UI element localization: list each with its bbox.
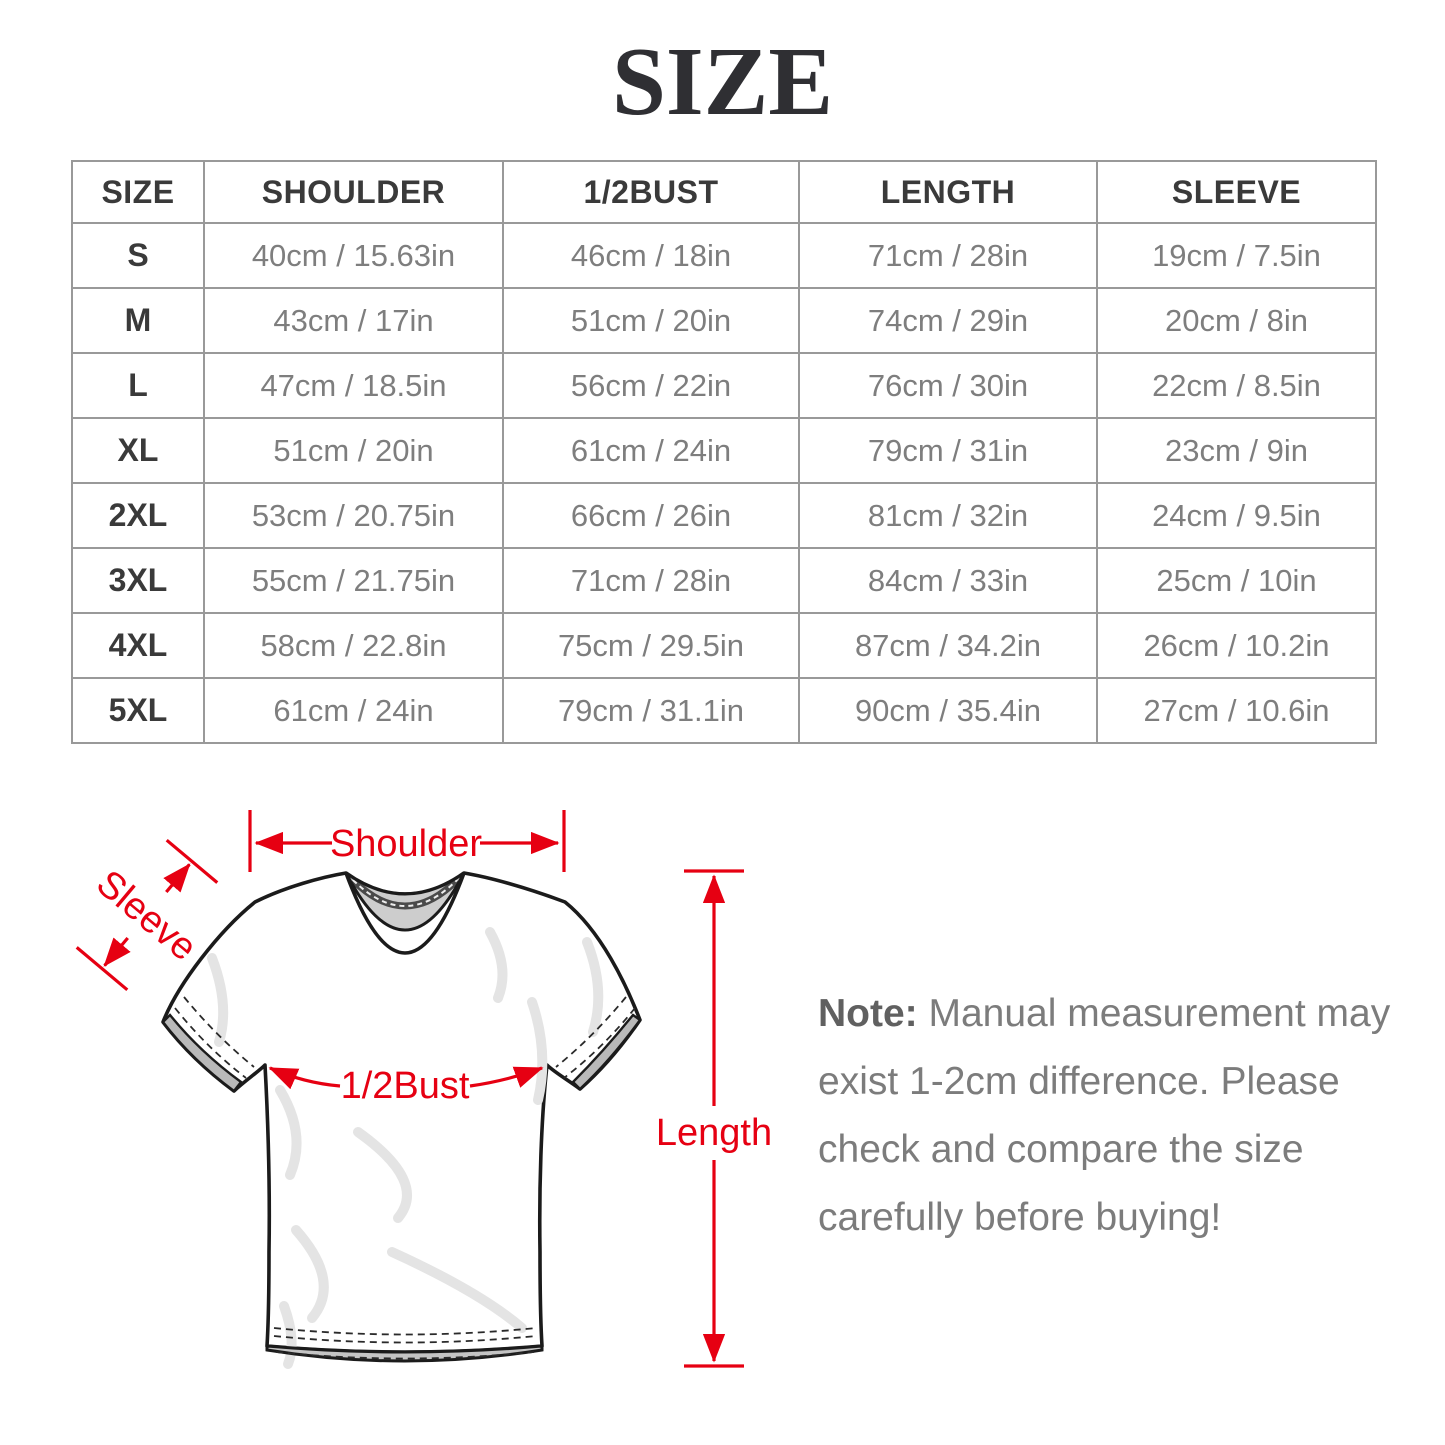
bust-measure: 1/2Bust — [268, 1065, 544, 1107]
bust-cell: 75cm / 29.5in — [502, 612, 800, 679]
shoulder-cell: 47cm / 18.5in — [203, 352, 504, 419]
table-row: 5XL 61cm / 24in 79cm / 31.1in 90cm / 35.… — [71, 677, 1377, 744]
sleeve-label: Sleeve — [88, 862, 204, 969]
size-cell: 3XL — [71, 547, 205, 614]
size-cell: XL — [71, 417, 205, 484]
bust-cell: 71cm / 28in — [502, 547, 800, 614]
length-cell: 81cm / 32in — [798, 482, 1098, 549]
bust-cell: 51cm / 20in — [502, 287, 800, 354]
note-label: Note: — [818, 992, 918, 1035]
shoulder-cell: 61cm / 24in — [203, 677, 504, 744]
shoulder-measure: Shoulder — [248, 810, 566, 872]
note-line: check and compare the size — [818, 1128, 1304, 1171]
shoulder-cell: 43cm / 17in — [203, 287, 504, 354]
note-text: Note: Manual measurement may exist 1-2cm… — [818, 980, 1393, 1252]
size-cell: S — [71, 222, 205, 289]
table-header-row: SIZE SHOULDER 1/2BUST LENGTH SLEEVE — [71, 160, 1377, 224]
header-cell-length: LENGTH — [798, 160, 1098, 224]
table-row: 3XL 55cm / 21.75in 71cm / 28in 84cm / 33… — [71, 547, 1377, 614]
shoulder-cell: 58cm / 22.8in — [203, 612, 504, 679]
shoulder-cell: 55cm / 21.75in — [203, 547, 504, 614]
table-row: XL 51cm / 20in 61cm / 24in 79cm / 31in 2… — [71, 417, 1377, 484]
length-label: Length — [656, 1112, 772, 1154]
bust-cell: 79cm / 31.1in — [502, 677, 800, 744]
header-cell-sleeve: SLEEVE — [1096, 160, 1377, 224]
table-row: 2XL 53cm / 20.75in 66cm / 26in 81cm / 32… — [71, 482, 1377, 549]
length-cell: 76cm / 30in — [798, 352, 1098, 419]
length-cell: 87cm / 34.2in — [798, 612, 1098, 679]
sleeve-cell: 26cm / 10.2in — [1096, 612, 1377, 679]
length-measure: Length — [656, 869, 772, 1368]
header-cell-bust: 1/2BUST — [502, 160, 800, 224]
sleeve-cell: 25cm / 10in — [1096, 547, 1377, 614]
table-row: M 43cm / 17in 51cm / 20in 74cm / 29in 20… — [71, 287, 1377, 354]
note-line: carefully before buying! — [818, 1196, 1222, 1239]
sleeve-cell: 24cm / 9.5in — [1096, 482, 1377, 549]
shoulder-cell: 53cm / 20.75in — [203, 482, 504, 549]
size-cell: L — [71, 352, 205, 419]
size-cell: 2XL — [71, 482, 205, 549]
bust-cell: 66cm / 26in — [502, 482, 800, 549]
shoulder-cell: 40cm / 15.63in — [203, 222, 504, 289]
table-row: L 47cm / 18.5in 56cm / 22in 76cm / 30in … — [71, 352, 1377, 419]
length-cell: 84cm / 33in — [798, 547, 1098, 614]
bust-cell: 46cm / 18in — [502, 222, 800, 289]
sleeve-measure: Sleeve — [75, 838, 219, 992]
sleeve-cell: 22cm / 8.5in — [1096, 352, 1377, 419]
length-cell: 90cm / 35.4in — [798, 677, 1098, 744]
shoulder-label: Shoulder — [330, 823, 482, 865]
sleeve-cell: 23cm / 9in — [1096, 417, 1377, 484]
page-title: SIZE — [611, 28, 834, 135]
bust-label: 1/2Bust — [341, 1065, 470, 1107]
size-cell: 4XL — [71, 612, 205, 679]
table-row: S 40cm / 15.63in 46cm / 18in 71cm / 28in… — [71, 222, 1377, 289]
sleeve-cell: 19cm / 7.5in — [1096, 222, 1377, 289]
note-line: Note: Manual measurement may — [818, 992, 1391, 1035]
shoulder-cell: 51cm / 20in — [203, 417, 504, 484]
tshirt-diagram: Shoulder Sleeve 1/2Bust Length — [75, 810, 772, 1369]
header-cell-size: SIZE — [71, 160, 205, 224]
sleeve-cell: 27cm / 10.6in — [1096, 677, 1377, 744]
size-cell: 5XL — [71, 677, 205, 744]
note-line: exist 1-2cm difference. Please — [818, 1060, 1340, 1103]
bust-cell: 56cm / 22in — [502, 352, 800, 419]
size-cell: M — [71, 287, 205, 354]
length-cell: 71cm / 28in — [798, 222, 1098, 289]
length-cell: 79cm / 31in — [798, 417, 1098, 484]
table-row: 4XL 58cm / 22.8in 75cm / 29.5in 87cm / 3… — [71, 612, 1377, 679]
bust-cell: 61cm / 24in — [502, 417, 800, 484]
length-cell: 74cm / 29in — [798, 287, 1098, 354]
size-table: SIZE SHOULDER 1/2BUST LENGTH SLEEVE S 40… — [71, 160, 1377, 744]
sleeve-cell: 20cm / 8in — [1096, 287, 1377, 354]
tshirt-illustration — [161, 871, 642, 1369]
header-cell-shoulder: SHOULDER — [203, 160, 504, 224]
